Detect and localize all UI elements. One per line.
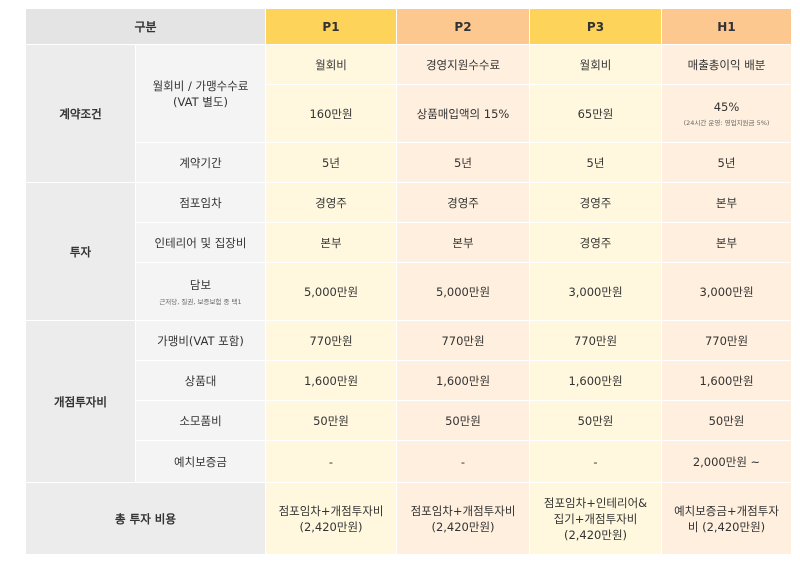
collateral-label-cell: 담보 근저당, 질권, 보증보험 중 택1 [135, 262, 266, 321]
fee-value-p3: 65만원 [529, 84, 662, 143]
deposit-p1: - [265, 440, 397, 483]
goods-h1: 1,600만원 [661, 360, 792, 401]
total-label: 총 투자 비용 [25, 482, 266, 555]
period-p1: 5년 [265, 142, 397, 183]
store-label: 점포임차 [135, 182, 266, 223]
supplies-h1: 50만원 [661, 400, 792, 441]
interior-p2: 본부 [396, 222, 530, 263]
supplies-p3: 50만원 [529, 400, 662, 441]
deposit-label: 예치보증금 [135, 440, 266, 483]
interior-h1: 본부 [661, 222, 792, 263]
total-p2: 점포임차+개점투자비 (2,420만원) [396, 482, 530, 555]
total-p1: 점포임차+개점투자비 (2,420만원) [265, 482, 397, 555]
fee-value-h1-cell: 45% (24시간 운영: 영업지원금 5%) [661, 84, 792, 143]
store-p2: 경영주 [396, 182, 530, 223]
fee-value-h1: 45% [713, 100, 740, 114]
fee-value-p1: 160만원 [265, 84, 397, 143]
fee-type-p2: 경영지원수수료 [396, 44, 530, 85]
deposit-p2: - [396, 440, 530, 483]
goods-label: 상품대 [135, 360, 266, 401]
join-h1: 770만원 [661, 320, 792, 361]
join-p3: 770만원 [529, 320, 662, 361]
total-h1: 예치보증금+개점투자 비 (2,420만원) [661, 482, 792, 555]
goods-p2: 1,600만원 [396, 360, 530, 401]
supplies-label: 소모품비 [135, 400, 266, 441]
join-label: 가맹비(VAT 포함) [135, 320, 266, 361]
supplies-p1: 50만원 [265, 400, 397, 441]
join-p1: 770만원 [265, 320, 397, 361]
group-contract: 계약조건 [25, 44, 136, 183]
franchise-comparison-table: 구분 P1 P2 P3 H1 계약조건 월회비 / 가맹수수료 (VAT 별도)… [25, 8, 792, 555]
period-p2: 5년 [396, 142, 530, 183]
period-label: 계약기간 [135, 142, 266, 183]
fee-value-p2: 상품매입액의 15% [396, 84, 530, 143]
collateral-h1: 3,000만원 [661, 262, 792, 321]
header-p1: P1 [265, 8, 397, 45]
supplies-p2: 50만원 [396, 400, 530, 441]
period-h1: 5년 [661, 142, 792, 183]
interior-p3: 경영주 [529, 222, 662, 263]
store-p1: 경영주 [265, 182, 397, 223]
store-p3: 경영주 [529, 182, 662, 223]
deposit-p3: - [529, 440, 662, 483]
group-investment: 투자 [25, 182, 136, 321]
collateral-note: 근저당, 질권, 보증보험 중 택1 [159, 298, 242, 306]
goods-p3: 1,600만원 [529, 360, 662, 401]
fee-note-h1: (24시간 운영: 영업지원금 5%) [683, 119, 770, 127]
header-p3: P3 [529, 8, 662, 45]
collateral-p3: 3,000만원 [529, 262, 662, 321]
fee-type-p1: 월회비 [265, 44, 397, 85]
collateral-p1: 5,000만원 [265, 262, 397, 321]
period-p3: 5년 [529, 142, 662, 183]
collateral-label: 담보 [189, 278, 212, 292]
deposit-h1: 2,000만원 ~ [661, 440, 792, 483]
collateral-p2: 5,000만원 [396, 262, 530, 321]
fee-label: 월회비 / 가맹수수료 (VAT 별도) [135, 44, 266, 143]
store-h1: 본부 [661, 182, 792, 223]
fee-type-p3: 월회비 [529, 44, 662, 85]
header-h1: H1 [661, 8, 792, 45]
header-p2: P2 [396, 8, 530, 45]
total-p3: 점포임차+인테리어& 집기+개점투자비 (2,420만원) [529, 482, 662, 555]
fee-type-h1: 매출총이익 배분 [661, 44, 792, 85]
header-category: 구분 [25, 8, 266, 45]
group-opening: 개점투자비 [25, 320, 136, 483]
interior-p1: 본부 [265, 222, 397, 263]
interior-label: 인테리어 및 집장비 [135, 222, 266, 263]
goods-p1: 1,600만원 [265, 360, 397, 401]
join-p2: 770만원 [396, 320, 530, 361]
